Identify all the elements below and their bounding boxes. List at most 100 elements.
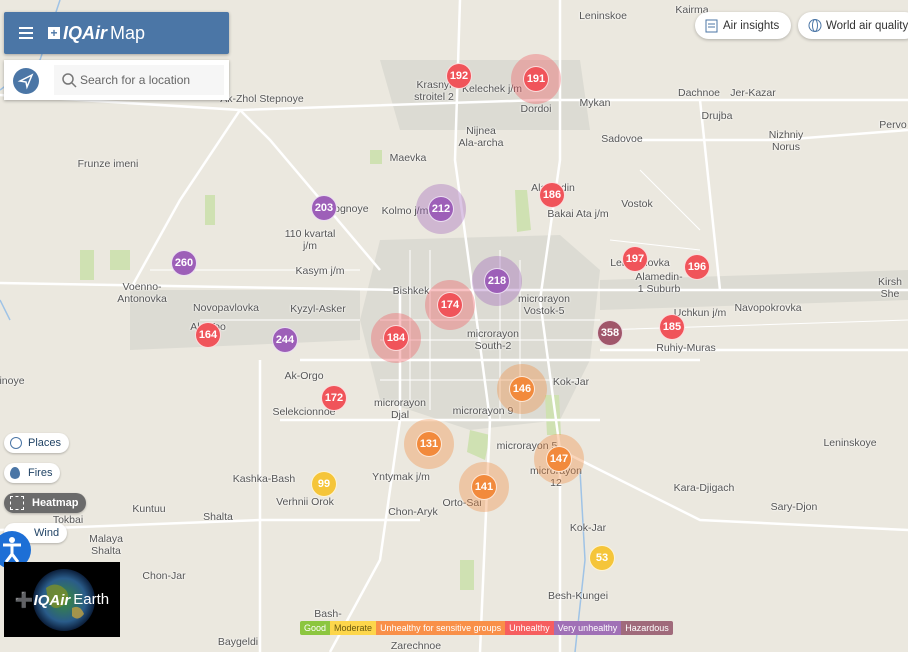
- place-label: Selekcionnoe: [272, 406, 336, 418]
- station-halo: [371, 313, 421, 363]
- place-label: Leninskoye: [823, 437, 877, 449]
- product: Map: [110, 22, 146, 43]
- label: World air quality: [826, 19, 908, 32]
- station-marker[interactable]: 260: [171, 250, 197, 276]
- place-label: Kashka-Bash: [232, 473, 296, 485]
- place-label: Chon-Jar: [142, 570, 186, 582]
- place-label: Bishkek: [392, 285, 430, 297]
- legend-item: Unhealthy: [505, 621, 554, 635]
- place-label: 110 kvartal j/m: [284, 228, 336, 252]
- earth-brand: ➕IQAir: [14, 591, 71, 609]
- header: + IQAir Map: [4, 12, 229, 54]
- place-label: Navopokrovka: [734, 302, 802, 314]
- urban-areas: [130, 60, 908, 430]
- heatmap-toggle[interactable]: Heatmap: [4, 493, 87, 513]
- legend-item: Unhealthy for sensitive groups: [376, 621, 506, 635]
- place-label: Voenno- Antonovka: [117, 281, 167, 305]
- station-marker[interactable]: 218: [484, 268, 510, 294]
- accessibility-button[interactable]: [0, 530, 32, 570]
- label: Fires: [28, 467, 53, 479]
- menu-button[interactable]: [4, 12, 48, 54]
- label: Wind: [34, 527, 60, 539]
- search-input[interactable]: Search for a location: [54, 65, 224, 95]
- place-label: Malaya Shalta: [89, 533, 123, 557]
- earth-button[interactable]: ➕IQAir Earth: [4, 562, 120, 637]
- station-marker[interactable]: 147: [546, 446, 572, 472]
- place-label: Yntymak j/m: [372, 471, 430, 483]
- place-label: Dachnoe: [677, 87, 721, 99]
- place-label: Kok-Jar: [569, 522, 607, 534]
- place-label: Pervo: [879, 119, 907, 131]
- station-marker[interactable]: 358: [597, 320, 623, 346]
- place-label: Mykan: [579, 97, 611, 109]
- place-label: Drujba: [701, 110, 733, 122]
- label: Heatmap: [32, 497, 79, 509]
- place-label: Ruhiy-Muras: [656, 342, 716, 354]
- aqi-legend: Good Moderate Unhealthy for sensitive grou…: [300, 621, 673, 635]
- station-marker[interactable]: 244: [272, 327, 298, 353]
- brand: IQAir: [33, 591, 71, 609]
- label: Air insights: [723, 19, 780, 32]
- place-label: Ak-Orgo: [284, 370, 324, 382]
- place-label: Krasnyi stroitel 2: [414, 79, 454, 103]
- place-label: Novopavlovka: [193, 302, 259, 314]
- legend-item: Hazardous: [621, 621, 673, 635]
- place-label: Uchkun j/m: [673, 307, 727, 319]
- station-marker[interactable]: 131: [416, 431, 442, 457]
- place-label: Besh-Kungei: [547, 590, 609, 602]
- place-label: Baygeldi: [217, 636, 259, 648]
- place-label: Zarechnoe: [390, 640, 442, 652]
- place-label: Alamedin- 1 Suburb: [635, 271, 683, 295]
- world-air-quality-button[interactable]: World air quality: [798, 12, 908, 39]
- station-marker[interactable]: 212: [428, 196, 454, 222]
- station-marker[interactable]: 185: [659, 314, 685, 340]
- station-marker[interactable]: 192: [446, 63, 472, 89]
- fires-toggle[interactable]: Fires: [4, 463, 61, 483]
- station-marker[interactable]: 172: [321, 385, 347, 411]
- label: Places: [28, 437, 62, 449]
- place-label: Kairma: [675, 4, 709, 16]
- search-icon: [62, 73, 77, 88]
- earth-product: Earth: [73, 591, 110, 608]
- air-insights-button[interactable]: Air insights: [695, 12, 791, 39]
- place-label: Kok-Jar: [552, 376, 590, 388]
- station-marker[interactable]: 191: [523, 66, 549, 92]
- place-label: Frunze imeni: [77, 158, 139, 170]
- search-bar: Search for a location: [4, 60, 229, 100]
- place-label: Jer-Kazar: [730, 87, 776, 99]
- legend-item: Good: [300, 621, 331, 635]
- place-label: Bash-: [314, 608, 342, 620]
- locate-button[interactable]: [4, 60, 48, 100]
- station-marker[interactable]: 164: [195, 322, 221, 348]
- place-label: Verhnii Orok: [276, 496, 334, 508]
- place-label: Bakai Ata j/m: [547, 208, 609, 220]
- station-marker[interactable]: 197: [622, 246, 648, 272]
- place-label: Kara-Djigach: [673, 482, 735, 494]
- place-label: Vostok: [621, 198, 653, 210]
- place-label: microrayon Vostok-5: [518, 293, 570, 317]
- search-placeholder: Search for a location: [80, 73, 191, 87]
- globe: [33, 569, 95, 631]
- brand: IQAir: [63, 22, 108, 43]
- station-marker[interactable]: 99: [311, 471, 337, 497]
- legend-item: Very unhealthy: [553, 621, 622, 635]
- place-label: Maevka: [389, 152, 427, 164]
- place-label: inoye: [0, 375, 25, 387]
- place-label: Kyzyl-Asker: [290, 303, 346, 315]
- station-marker[interactable]: 53: [589, 545, 615, 571]
- station-marker[interactable]: 174: [437, 292, 463, 318]
- place-label: microrayon Djal: [374, 397, 426, 421]
- place-label: Sary-Djon: [770, 501, 818, 513]
- station-marker[interactable]: 186: [539, 182, 565, 208]
- place-label: Shalta: [203, 511, 233, 523]
- station-marker[interactable]: 141: [471, 474, 497, 500]
- station-marker[interactable]: 203: [311, 195, 337, 221]
- station-marker[interactable]: 196: [684, 254, 710, 280]
- station-marker[interactable]: 146: [509, 376, 535, 402]
- icon: [808, 19, 822, 32]
- place-label: Nijnea Ala-archa: [458, 125, 504, 149]
- station-marker[interactable]: 184: [383, 325, 409, 351]
- places-toggle[interactable]: Places: [4, 433, 70, 453]
